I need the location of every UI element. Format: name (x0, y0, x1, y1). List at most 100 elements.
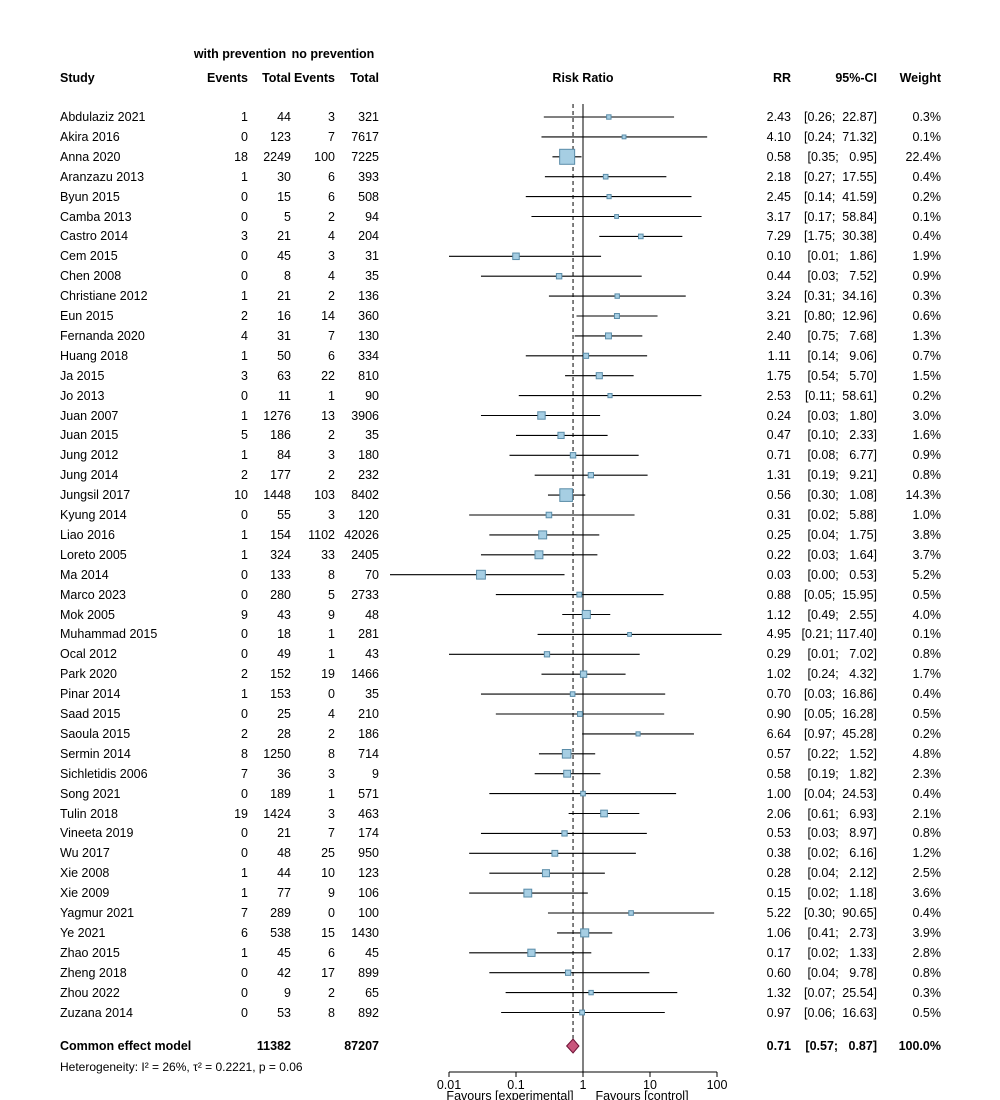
total-no-prevention: 281 (358, 627, 379, 642)
study-row: Zuzana 2014 0 53 8 892 0.97 [0.06; 16.63] 0.5% (0, 1003, 1000, 1023)
heterogeneity-note: Heterogeneity: I² = 26%, τ² = 0.2221, p … (60, 1060, 303, 1074)
total-no-prevention: 35 (365, 428, 379, 443)
risk-ratio-value: 6.64 (766, 726, 791, 741)
total-no-prevention: 463 (358, 806, 379, 821)
total-with-prevention: 63 (277, 368, 291, 383)
study-row: Cem 2015 0 45 3 31 0.10 [0.01; 1.86] 1.9% (0, 246, 1000, 266)
study-name: Zhao 2015 (60, 945, 120, 960)
events-with-prevention: 1 (241, 547, 248, 562)
study-row: Marco 2023 0 280 5 2733 0.88 [0.05; 15.95] 0.5% (0, 585, 1000, 605)
total-no-prevention: 210 (358, 707, 379, 721)
weight-value: 3.9% (912, 925, 942, 940)
total-no-prevention: 35 (365, 687, 379, 702)
total-no-prevention: 360 (358, 309, 379, 323)
events-with-prevention: 0 (241, 587, 248, 602)
confidence-interval: [0.61; 6.93] (807, 806, 878, 821)
events-no-prevention: 1 (328, 647, 335, 662)
total-no-prevention: 94 (365, 209, 379, 224)
study-row: Akira 2016 0 123 7 7617 4.10 [0.24; 71.32] 0.1% (0, 127, 1000, 147)
events-with-prevention: 2 (241, 726, 248, 741)
weight-value: 2.8% (912, 945, 942, 960)
weight-value: 0.5% (912, 707, 942, 721)
events-no-prevention: 14 (321, 309, 335, 323)
total-with-prevention: 36 (277, 766, 291, 781)
risk-ratio-value: 0.60 (766, 965, 791, 980)
weight-value: 0.1% (912, 129, 942, 144)
study-name: Saoula 2015 (60, 726, 131, 741)
weight-value: 2.3% (912, 766, 942, 781)
confidence-interval: [0.22; 1.52] (807, 746, 878, 761)
total-no-prevention: 31 (365, 249, 379, 264)
weight-value: 0.2% (912, 388, 942, 403)
col-header-95ci: 95%-CI (835, 71, 877, 85)
study-row: Juan 2007 1 1276 13 3906 0.24 [0.03; 1.80] 3.0% (0, 406, 1000, 426)
col-header-total-with-prevention: Total (262, 71, 291, 85)
risk-ratio-value: 0.44 (766, 269, 791, 284)
confidence-interval: [0.04; 24.53] (804, 786, 877, 801)
weight-value: 0.8% (912, 468, 942, 483)
study-row: Vineeta 2019 0 21 7 174 0.53 [0.03; 8.97] 0.8% (0, 823, 1000, 843)
events-with-prevention: 1 (241, 169, 248, 184)
study-name: Pinar 2014 (60, 687, 121, 702)
confidence-interval: [0.02; 1.18] (807, 886, 878, 901)
weight-value: 1.0% (912, 508, 942, 522)
study-name: Zuzana 2014 (60, 1005, 133, 1020)
total-no-prevention: 321 (358, 110, 379, 124)
study-name: Liao 2016 (60, 527, 115, 542)
weight-value: 0.9% (912, 448, 942, 463)
total-with-prevention: 289 (270, 906, 291, 920)
events-no-prevention: 7 (328, 826, 335, 841)
study-row: Zhao 2015 1 45 6 45 0.17 [0.02; 1.33] 2.8% (0, 943, 1000, 963)
events-no-prevention: 1 (328, 627, 335, 642)
confidence-interval: [0.21; 117.40] (801, 627, 877, 642)
study-name: Jung 2012 (60, 448, 119, 463)
events-with-prevention: 10 (234, 488, 248, 503)
confidence-interval: [0.27; 17.55] (804, 169, 877, 184)
total-no-prevention: 136 (358, 289, 379, 304)
events-with-prevention: 2 (241, 468, 248, 483)
events-no-prevention: 2 (328, 985, 335, 1000)
axis-label-favours-experimental: Favours [experimental] (446, 1089, 574, 1100)
study-row: Jungsil 2017 10 1448 103 8402 0.56 [0.30; 1.08… (0, 485, 1000, 505)
weight-value: 0.4% (912, 229, 942, 244)
risk-ratio-value: 0.47 (766, 428, 791, 443)
risk-ratio-value: 1.11 (767, 348, 791, 363)
total-no-prevention: 204 (358, 229, 379, 244)
events-no-prevention: 13 (321, 408, 335, 423)
total-with-prevention: 25 (277, 707, 291, 721)
total-with-prevention: 1250 (263, 746, 291, 761)
weight-value: 1.7% (912, 667, 942, 682)
pooled-ci: [0.57; 0.87] (805, 1039, 877, 1053)
risk-ratio-value: 0.17 (766, 945, 791, 960)
total-with-prevention: 18 (277, 627, 291, 642)
risk-ratio-value: 0.03 (766, 567, 791, 582)
events-with-prevention: 0 (241, 129, 248, 144)
events-no-prevention: 25 (321, 846, 335, 861)
weight-value: 3.7% (912, 547, 942, 562)
study-row: Ma 2014 0 133 8 70 0.03 [0.00; 0.53] 5.2% (0, 565, 1000, 585)
risk-ratio-value: 0.24 (766, 408, 791, 423)
study-row: Yagmur 2021 7 289 0 100 5.22 [0.30; 90.65] 0.4% (0, 903, 1000, 923)
total-no-prevention: 393 (358, 169, 379, 184)
total-no-prevention: 232 (358, 468, 379, 483)
confidence-interval: [0.24; 71.32] (804, 129, 877, 144)
events-with-prevention: 0 (241, 786, 248, 801)
weight-value: 0.6% (912, 309, 942, 323)
weight-value: 0.2% (912, 726, 942, 741)
events-no-prevention: 3 (328, 806, 335, 821)
confidence-interval: [0.03; 16.86] (804, 687, 877, 702)
weight-value: 0.4% (912, 906, 942, 920)
confidence-interval: [0.19; 1.82] (807, 766, 878, 781)
events-with-prevention: 2 (241, 309, 248, 323)
confidence-interval: [0.02; 6.16] (807, 846, 878, 861)
total-no-prevention: 100 (358, 906, 379, 920)
confidence-interval: [0.35; 0.95] (807, 149, 878, 164)
weight-value: 1.6% (912, 428, 942, 443)
weight-value: 0.1% (912, 627, 942, 642)
events-no-prevention: 9 (328, 607, 335, 622)
col-header-total-no-prevention: Total (350, 71, 379, 85)
events-no-prevention: 4 (328, 707, 335, 721)
events-no-prevention: 2 (328, 289, 335, 304)
pooled-label: Common effect model (60, 1039, 192, 1053)
study-row: Song 2021 0 189 1 571 1.00 [0.04; 24.53] 0.4% (0, 784, 1000, 804)
